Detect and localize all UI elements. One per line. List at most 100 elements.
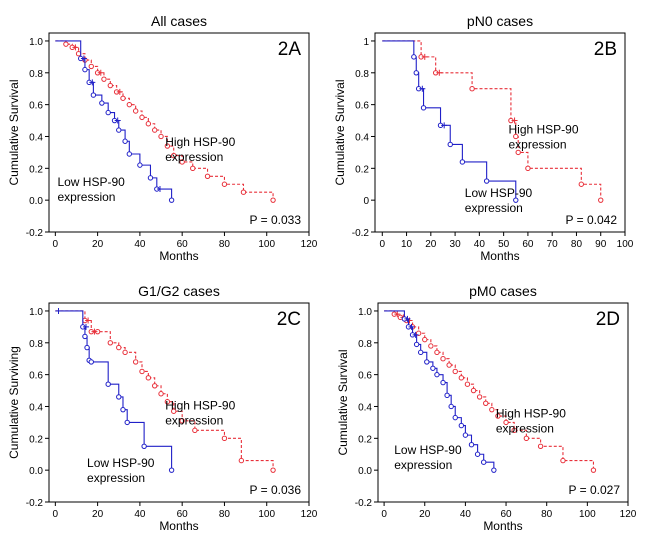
- p-value: P = 0.042: [566, 213, 618, 227]
- series-label: Low HSP-90: [394, 443, 462, 457]
- series-label: High HSP-90: [165, 135, 235, 149]
- series-label: Low HSP-90: [465, 186, 533, 200]
- event-marker: [139, 114, 145, 121]
- event-marker: [447, 141, 453, 148]
- event-marker: [192, 427, 198, 434]
- series-label: expression: [508, 137, 566, 151]
- censor-mark: [436, 69, 443, 76]
- event-marker: [422, 336, 428, 343]
- event-marker: [221, 181, 228, 187]
- event-marker: [126, 101, 133, 108]
- x-tick-label: 20: [425, 239, 437, 250]
- event-marker: [120, 95, 126, 101]
- y-tick-label: 0.6: [358, 371, 372, 382]
- event-marker: [464, 381, 471, 387]
- event-marker: [151, 127, 158, 133]
- event-marker: [107, 82, 114, 89]
- event-marker: [164, 399, 171, 405]
- y-tick-label: 0.0: [29, 466, 43, 477]
- y-tick-label: 0.4: [358, 402, 372, 413]
- x-tick-label: 20: [92, 509, 104, 520]
- event-marker: [420, 105, 427, 111]
- censor-mark: [80, 55, 87, 62]
- series-label: expression: [496, 422, 554, 436]
- panel-title: pM0 cases: [469, 283, 537, 299]
- y-tick-label: 0.4: [29, 402, 43, 413]
- event-marker: [503, 419, 509, 426]
- series-label: Low HSP-90: [57, 175, 125, 189]
- x-tick-label: 80: [541, 509, 553, 520]
- panel-title: pN0 cases: [467, 13, 533, 29]
- event-marker: [446, 362, 452, 368]
- event-marker: [452, 368, 458, 375]
- censor-mark: [97, 69, 104, 76]
- event-marker: [598, 197, 604, 203]
- event-marker: [158, 391, 164, 397]
- event-marker: [417, 349, 424, 356]
- event-marker: [126, 151, 133, 157]
- censor-mark: [116, 88, 123, 95]
- event-marker: [75, 50, 82, 57]
- panel-label: 2C: [277, 309, 301, 330]
- event-marker: [515, 149, 521, 156]
- series-label: High HSP-90: [165, 399, 235, 413]
- event-marker: [63, 41, 69, 47]
- censor-mark: [89, 79, 96, 86]
- censor-mark: [55, 307, 62, 314]
- event-marker: [480, 459, 487, 465]
- x-axis-label: Months: [159, 519, 198, 533]
- y-tick-label: 0.6: [29, 101, 43, 112]
- event-marker: [470, 387, 477, 394]
- event-marker: [424, 359, 430, 365]
- event-marker: [88, 63, 94, 70]
- x-tick-label: 60: [177, 509, 189, 520]
- y-tick-label: -0.2: [355, 498, 373, 509]
- event-marker: [434, 371, 440, 378]
- y-tick-label: 0.0: [358, 466, 372, 477]
- event-marker: [511, 427, 517, 434]
- event-marker: [116, 394, 122, 400]
- censor-mark: [82, 323, 89, 330]
- event-marker: [448, 403, 454, 410]
- censor-mark: [91, 328, 98, 335]
- event-marker: [434, 349, 440, 356]
- y-axis-label: Cumulative Survival: [333, 79, 347, 185]
- event-marker: [458, 375, 465, 381]
- series-label: expression: [465, 201, 523, 215]
- event-marker: [168, 467, 175, 473]
- event-marker: [132, 108, 139, 114]
- event-marker: [122, 138, 128, 144]
- event-marker: [164, 143, 171, 149]
- y-tick-label: 0: [363, 196, 369, 207]
- series-label: Low HSP-90: [87, 456, 155, 470]
- censor-mark: [511, 117, 518, 124]
- event-marker: [513, 133, 519, 140]
- x-axis-label: Months: [159, 249, 198, 263]
- x-tick-label: 30: [450, 239, 462, 250]
- x-tick-label: 40: [134, 509, 146, 520]
- x-tick-label: 80: [571, 239, 583, 250]
- censor-mark: [85, 317, 92, 324]
- x-tick-label: 40: [460, 509, 472, 520]
- event-marker: [105, 109, 111, 116]
- event-marker: [137, 162, 143, 168]
- panel-label: 2B: [594, 39, 617, 60]
- event-marker: [122, 349, 128, 356]
- event-marker: [240, 189, 247, 195]
- y-tick-label: 1.0: [358, 307, 372, 318]
- km-panel-2b: pN0 cases 2B 0 10 20 30 40 50 60 70 80 90 100 -0.2 0 0.…: [333, 13, 634, 263]
- event-marker: [440, 379, 446, 386]
- event-marker: [171, 152, 177, 159]
- event-marker: [190, 165, 196, 172]
- event-marker: [82, 333, 88, 340]
- event-marker: [430, 365, 436, 371]
- x-tick-label: 80: [219, 239, 231, 250]
- p-value: P = 0.033: [250, 213, 302, 227]
- event-marker: [171, 408, 177, 414]
- x-tick-label: 100: [258, 239, 275, 250]
